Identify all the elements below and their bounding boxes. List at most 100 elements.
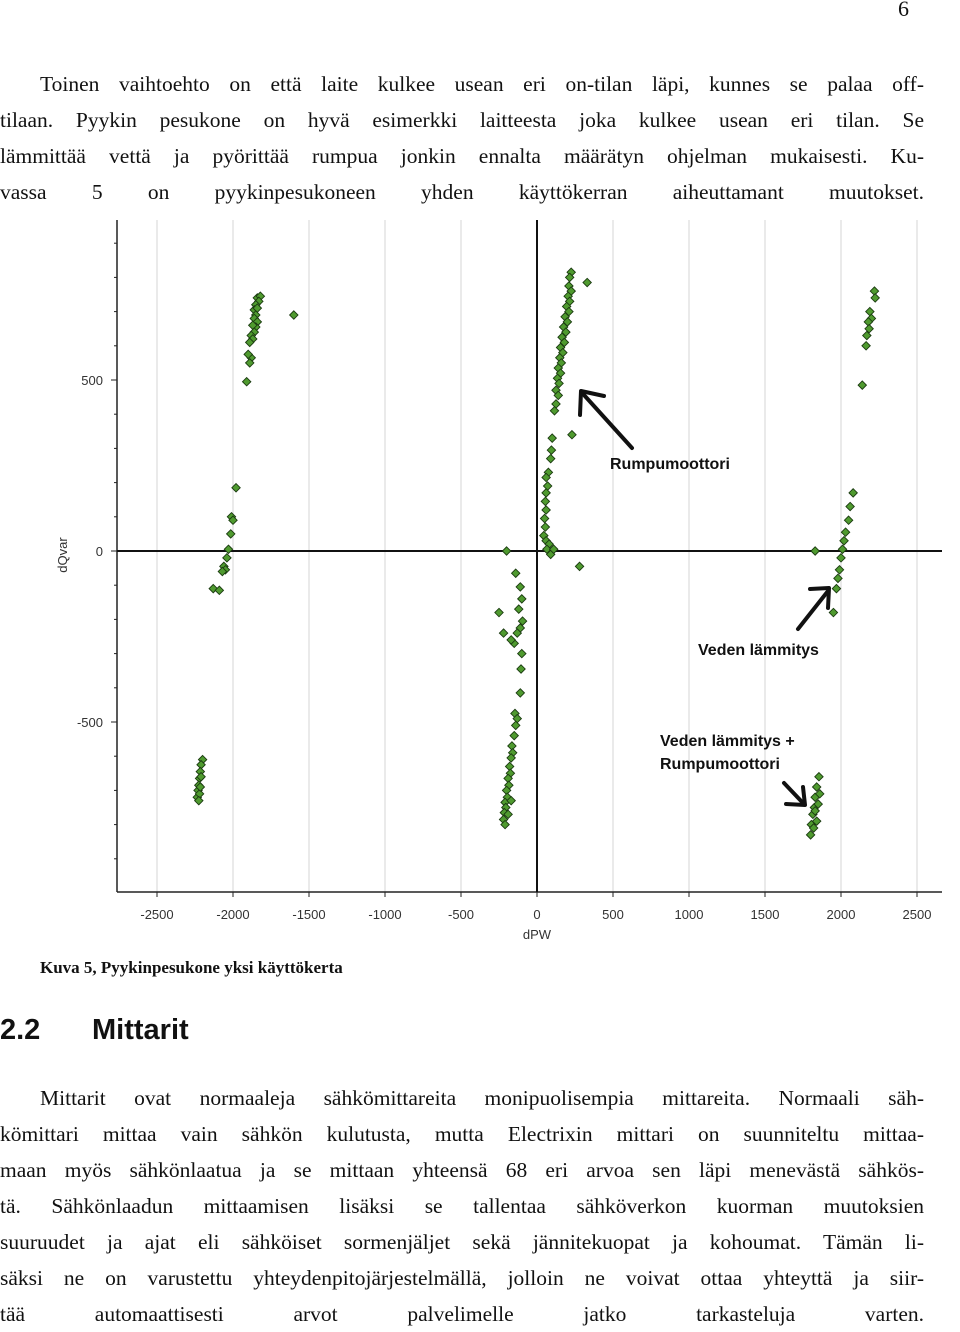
text-line: maan myös sähkönlaatua ja se mittaan yht… <box>0 1158 924 1182</box>
annotation-arrow-combined <box>782 781 807 807</box>
data-point <box>831 583 842 594</box>
data-point <box>510 568 521 579</box>
annotation-rumpumoottori: Rumpumoottori <box>610 456 730 473</box>
paragraph-intro: Toinen vaihtoehto on että laite kulkee u… <box>0 66 924 210</box>
data-point <box>554 378 564 389</box>
chart-axes <box>116 220 942 893</box>
data-point <box>503 809 513 820</box>
data-point <box>541 488 551 498</box>
data-point <box>542 481 553 491</box>
text-line: tää automaattisesti arvot palvelimelle j… <box>0 1302 924 1326</box>
chart-points <box>192 267 881 840</box>
section-heading: 2.2 Mittarit <box>0 1014 189 1047</box>
data-point <box>574 561 585 572</box>
text-line: säksi ne on varustettu yhteydenpitojärje… <box>0 1266 924 1290</box>
data-point <box>834 564 845 575</box>
data-point <box>223 544 234 555</box>
data-point <box>513 604 524 614</box>
data-point <box>540 496 551 507</box>
data-point <box>540 522 551 532</box>
data-point <box>810 546 820 556</box>
section-number: 2.2 <box>0 1014 41 1046</box>
x-tick-label: -2000 <box>216 907 249 922</box>
x-tick-label: -2500 <box>140 907 173 922</box>
text-line: vassa 5 on pyykinpesukoneen yhden käyttö… <box>0 180 924 204</box>
data-point <box>498 628 509 638</box>
data-point <box>839 535 849 546</box>
data-point <box>857 380 868 390</box>
data-point <box>225 529 236 539</box>
data-point <box>193 795 204 806</box>
data-point <box>509 730 520 741</box>
x-tick-label: -1500 <box>292 907 325 922</box>
data-point <box>828 607 839 618</box>
data-point <box>564 272 575 283</box>
data-point <box>548 544 559 555</box>
data-point <box>506 635 516 645</box>
data-point <box>500 819 510 830</box>
data-point <box>582 277 592 288</box>
y-tick-label: 500 <box>81 373 103 388</box>
data-point <box>813 799 824 809</box>
data-point <box>214 585 225 596</box>
data-point <box>864 323 874 334</box>
data-point <box>870 293 881 303</box>
x-tick-label: 2000 <box>827 907 856 922</box>
data-point <box>814 771 824 782</box>
text-line: Toinen vaihtoehto on että laite kulkee u… <box>40 72 924 96</box>
data-point <box>553 390 564 401</box>
data-point <box>512 628 523 638</box>
x-axis-label: dPW <box>523 927 552 942</box>
data-point <box>833 573 843 584</box>
data-point <box>217 566 228 577</box>
x-tick-label: -1000 <box>368 907 401 922</box>
x-tick-label: 1500 <box>751 907 780 922</box>
data-point <box>506 795 516 806</box>
annotation-veden-lammitys: Veden lämmitys <box>698 642 819 659</box>
data-point <box>805 830 816 840</box>
annotation-arrow-rumpumoottori <box>578 389 634 450</box>
data-point <box>862 330 872 341</box>
data-point <box>501 546 512 556</box>
data-point <box>539 513 550 524</box>
data-point <box>541 472 551 483</box>
chart-ticks: -2500 -2000 -1500 -1000 -500 0 500 1000 1500 2000… <box>77 242 931 922</box>
data-point <box>845 501 855 512</box>
figure-caption: Kuva 5, Pyykinpesukone yksi käyttökerta <box>40 958 343 977</box>
text-line: tä. Sähkönlaadun mittaamisen lisäksi se … <box>0 1194 924 1218</box>
data-point <box>811 782 822 792</box>
y-tick-label: 0 <box>96 544 103 559</box>
text-line: kömittari mittaa vain sähkön kulutusta, … <box>0 1122 924 1146</box>
data-point <box>840 527 851 538</box>
annotation-combined-line1: Veden lämmitys + <box>660 733 795 750</box>
data-point <box>551 399 561 409</box>
data-point <box>517 616 528 626</box>
data-point <box>288 310 299 320</box>
data-point <box>546 445 557 455</box>
data-point <box>549 405 560 416</box>
text-line: Mittarit ovat normaaleja sähkömittareita… <box>40 1086 924 1110</box>
data-point <box>222 553 232 563</box>
data-point <box>545 453 556 464</box>
data-point <box>231 482 241 493</box>
text-line: tilaan. Pyykin pesukone on hyvä esimerkk… <box>0 108 924 132</box>
data-point <box>541 505 551 515</box>
data-point <box>810 806 820 816</box>
x-tick-label: 500 <box>602 907 624 922</box>
text-line: suuruudet ja ajat eli sähköiset sormenjä… <box>0 1230 924 1254</box>
x-tick-label: -500 <box>448 907 474 922</box>
data-point <box>547 433 558 443</box>
x-tick-label: 1000 <box>675 907 704 922</box>
data-point <box>195 782 206 792</box>
data-point <box>516 594 527 604</box>
data-point <box>848 488 858 498</box>
section-title: Mittarit <box>92 1014 189 1046</box>
data-point <box>814 788 825 799</box>
data-point <box>515 582 526 592</box>
data-point <box>567 429 577 440</box>
data-point <box>843 515 854 526</box>
data-point <box>515 688 526 698</box>
data-point <box>510 720 521 731</box>
data-point <box>244 337 255 348</box>
x-tick-label: 0 <box>533 907 540 922</box>
